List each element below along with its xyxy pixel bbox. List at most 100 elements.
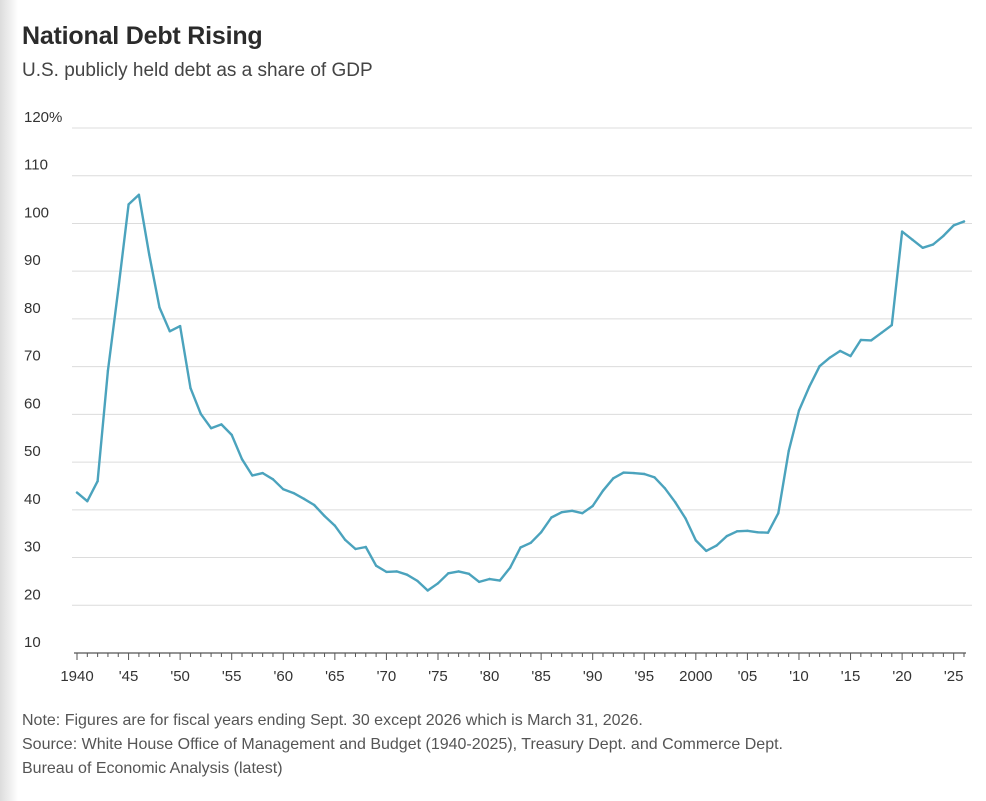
data-point <box>591 504 594 508</box>
data-point <box>715 544 718 547</box>
data-point <box>818 365 821 368</box>
chart-title: National Debt Rising <box>22 22 263 50</box>
data-point <box>622 471 625 474</box>
data-point <box>364 545 367 549</box>
data-point <box>787 449 790 453</box>
data-point <box>498 579 502 582</box>
data-point <box>890 323 893 327</box>
data-point <box>395 570 398 573</box>
data-point <box>674 501 677 504</box>
x-tick-label: '25 <box>944 668 964 685</box>
data-point <box>756 531 759 534</box>
data-point <box>601 489 605 492</box>
data-point <box>323 514 326 518</box>
data-point <box>457 570 460 573</box>
x-tick-label: '95 <box>634 668 654 685</box>
data-point <box>127 203 130 206</box>
data-point <box>261 471 264 475</box>
data-point <box>519 546 522 549</box>
data-point <box>251 474 254 477</box>
data-point <box>952 224 955 227</box>
data-point <box>900 230 904 233</box>
data-point <box>612 477 615 480</box>
y-tick-label: 30 <box>24 539 41 556</box>
data-point <box>178 324 182 328</box>
data-point <box>467 572 471 575</box>
data-point <box>808 385 811 388</box>
x-tick-label: '50 <box>170 668 190 685</box>
x-tick-label: '65 <box>325 668 345 685</box>
data-point <box>106 369 110 373</box>
source-line-2: Bureau of Economic Analysis (latest) <box>22 760 283 777</box>
data-point <box>220 423 223 426</box>
data-point <box>694 539 697 542</box>
y-tick-label: 120% <box>24 109 62 126</box>
data-point <box>560 511 563 514</box>
data-point <box>735 530 739 533</box>
data-point <box>292 491 295 495</box>
x-axis: 1940 '45 '50 '55 '60 '65 '70 '75 '80 '85 '90 '95 200… <box>60 652 966 685</box>
x-tick-label: 1940 <box>60 668 93 685</box>
data-point <box>539 531 543 534</box>
data-point <box>385 570 388 574</box>
source-line-1: Source: White House Office of Management… <box>22 736 783 753</box>
data-point <box>240 458 244 461</box>
data-point <box>478 580 481 584</box>
data-point <box>282 488 285 491</box>
footnote: Note: Figures are for fiscal years endin… <box>22 712 643 729</box>
data-point <box>653 476 656 479</box>
data-point <box>570 509 574 512</box>
y-tick-label: 100 <box>24 204 49 221</box>
chart-notes: Note: Figures are for fiscal years endin… <box>22 709 972 781</box>
data-point <box>632 471 636 475</box>
y-tick-label: 60 <box>24 395 41 412</box>
data-point <box>684 517 687 520</box>
data-point <box>189 386 192 390</box>
data-point <box>942 234 945 238</box>
data-point <box>148 253 151 256</box>
data-point <box>416 579 419 583</box>
y-tick-label: 10 <box>24 634 41 651</box>
x-tick-label: 2000 <box>679 668 712 685</box>
data-point <box>117 288 120 291</box>
data-point <box>509 566 512 569</box>
data-point <box>199 412 202 416</box>
data-point <box>663 487 667 490</box>
data-point <box>746 529 749 532</box>
data-point <box>921 246 924 249</box>
x-tick-label: '80 <box>480 668 500 685</box>
x-tick-label: '60 <box>273 668 293 685</box>
data-point <box>447 572 450 575</box>
data-point <box>859 338 863 342</box>
y-tick-label: 90 <box>24 252 41 269</box>
data-point <box>828 356 832 359</box>
data-point <box>911 238 914 241</box>
x-tick-label: '10 <box>789 668 809 685</box>
data-point <box>75 491 79 494</box>
data-point <box>313 503 316 507</box>
y-tick-label: 20 <box>24 586 41 603</box>
data-point <box>849 354 852 358</box>
data-point <box>870 339 873 342</box>
data-point <box>230 433 233 437</box>
data-point <box>302 497 306 500</box>
x-tick-label: '75 <box>428 668 448 685</box>
x-tick-label: '45 <box>119 668 139 685</box>
data-point <box>96 480 99 483</box>
data-point <box>581 512 584 515</box>
y-tick-label: 80 <box>24 300 41 317</box>
x-tick-label: '70 <box>377 668 397 685</box>
y-tick-label: 50 <box>24 443 41 460</box>
y-tick-label: 70 <box>24 348 41 365</box>
x-tick-label: '90 <box>583 668 603 685</box>
data-point <box>374 564 378 567</box>
data-point <box>137 193 141 196</box>
left-edge-shade <box>0 0 18 801</box>
data-point <box>643 472 646 476</box>
data-point <box>839 349 842 353</box>
data-point <box>405 573 409 576</box>
x-tick-label: '05 <box>738 668 758 685</box>
data-point <box>344 538 347 542</box>
line-chart: 10 20 30 40 50 60 70 80 90 100 110 120% 1940 '45 '50 '… <box>24 109 972 685</box>
chart-subtitle: U.S. publicly held debt as a share of GD… <box>22 60 373 81</box>
